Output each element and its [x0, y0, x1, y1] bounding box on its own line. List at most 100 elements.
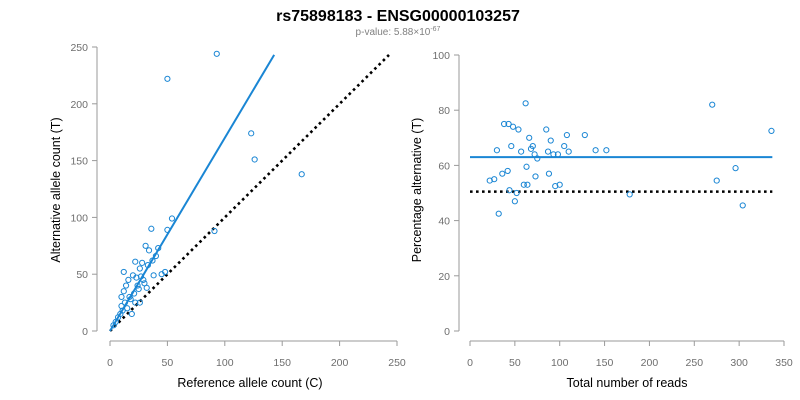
data-point	[545, 170, 553, 177]
data-point	[121, 299, 129, 306]
data-point	[768, 127, 775, 134]
data-point	[518, 148, 525, 155]
data-point	[526, 134, 533, 141]
data-point	[143, 284, 150, 291]
data-point	[168, 215, 176, 222]
data-point	[603, 147, 610, 154]
x-tick-label: 350	[775, 357, 793, 369]
x-tick-label: 200	[641, 357, 659, 369]
x-tick-label: 50	[509, 357, 521, 369]
data-point	[504, 167, 511, 175]
data-point	[136, 265, 143, 272]
x-tick-label: 100	[216, 357, 234, 369]
data-point	[523, 163, 530, 170]
data-point	[511, 198, 518, 205]
x-ticks: 0 50 100 150 200 250	[107, 341, 406, 369]
data-point	[148, 225, 155, 232]
data-point	[529, 142, 536, 150]
data-point	[120, 288, 127, 295]
data-point	[128, 310, 135, 318]
data-point	[493, 147, 501, 154]
data-marks	[109, 50, 390, 332]
data-point	[118, 293, 125, 301]
data-point	[134, 282, 141, 289]
chart-title: rs75898183 - ENSG00000103257	[276, 8, 520, 25]
data-point	[713, 177, 720, 184]
data-point	[505, 120, 512, 128]
p-value-subtitle: p-value: 5.88×10-67	[356, 26, 441, 38]
x-tick-label: 50	[162, 357, 174, 369]
y-tick-label: 40	[438, 216, 450, 228]
x-tick-label: 250	[686, 357, 704, 369]
data-point	[550, 151, 557, 158]
data-point	[739, 202, 746, 209]
data-point	[500, 120, 508, 128]
data-point	[581, 131, 588, 139]
data-point	[543, 126, 550, 133]
data-point	[124, 305, 131, 312]
y-tick-label: 200	[70, 99, 88, 111]
data-point	[136, 299, 143, 306]
x-axis-label: Total number of reads	[567, 376, 688, 390]
x-ticks: 0 50 100 150 200 250 300 350	[467, 341, 793, 369]
data-point	[145, 247, 153, 254]
data-point	[211, 227, 218, 235]
y-tick-label: 50	[76, 269, 88, 281]
data-point	[515, 126, 522, 133]
percentage-alternative-scatter: 0 50 100 150 200 250 300 350 0 20 40 60 80 100 Total…	[410, 50, 793, 390]
data-point	[164, 226, 171, 233]
data-point	[491, 176, 498, 183]
data-point	[709, 101, 716, 108]
data-point	[140, 276, 147, 283]
data-point	[499, 170, 506, 177]
data-point	[532, 173, 539, 180]
data-point	[155, 244, 162, 252]
data-point	[144, 262, 151, 269]
data-point	[565, 148, 572, 155]
x-tick-label: 250	[388, 357, 406, 369]
data-point	[131, 290, 138, 297]
fit-line	[109, 54, 276, 332]
data-point	[142, 242, 149, 249]
data-point	[298, 171, 305, 178]
x-tick-label: 150	[273, 357, 291, 369]
y-tick-label: 60	[438, 160, 450, 172]
y-ticks: 0 50 100 150 200 250	[70, 42, 97, 338]
data-point	[132, 258, 139, 265]
p-value-exponent: -67	[430, 26, 440, 33]
y-tick-label: 100	[70, 212, 88, 224]
data-point	[732, 165, 739, 172]
data-point	[152, 252, 160, 260]
data-point	[520, 181, 527, 188]
data-point	[506, 187, 513, 194]
p-value-text: p-value: 5.88×10	[356, 27, 431, 38]
y-ticks: 0 20 40 60 80 100	[432, 50, 459, 338]
x-tick-label: 0	[467, 357, 473, 369]
y-tick-label: 150	[70, 156, 88, 168]
data-point	[563, 131, 570, 139]
x-tick-label: 300	[730, 357, 748, 369]
y-axis-label: Percentage alternative (T)	[410, 118, 424, 263]
y-tick-label: 0	[82, 326, 88, 338]
x-tick-label: 150	[596, 357, 614, 369]
data-point	[120, 268, 127, 276]
data-point	[556, 181, 563, 188]
x-tick-label: 100	[551, 357, 569, 369]
data-point	[509, 123, 517, 130]
data-point	[508, 142, 515, 150]
x-tick-label: 0	[107, 357, 113, 369]
data-point	[162, 268, 169, 276]
data-point	[139, 259, 146, 266]
data-point	[135, 285, 142, 293]
y-tick-label: 100	[432, 50, 450, 62]
data-point	[122, 282, 130, 289]
data-point	[544, 148, 552, 155]
data-point	[554, 151, 562, 158]
data-point	[132, 299, 139, 306]
data-marks	[470, 100, 775, 217]
data-point	[522, 100, 529, 107]
x-axis-label: Reference allele count (C)	[177, 376, 322, 390]
data-point	[150, 272, 157, 279]
data-point	[495, 210, 502, 217]
